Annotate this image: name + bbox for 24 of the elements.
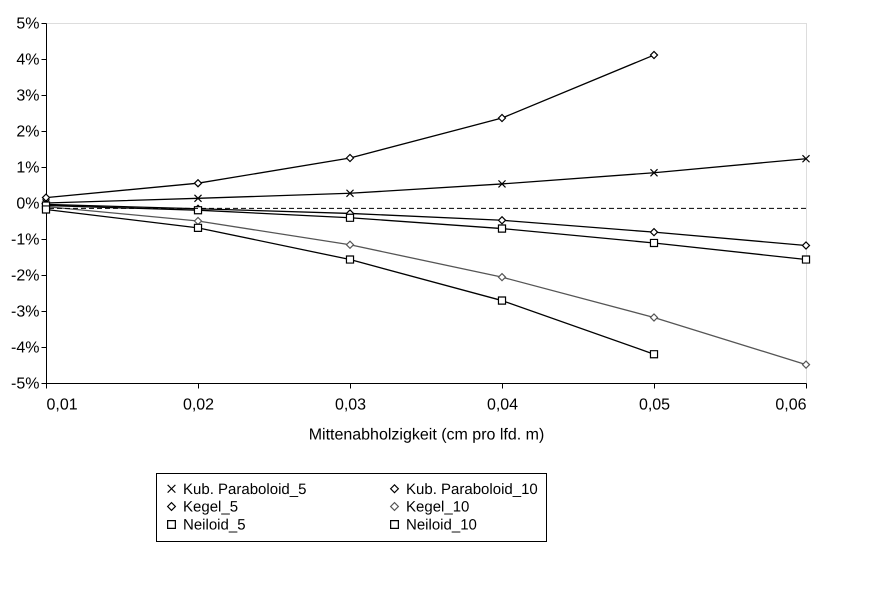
y-tick-label: 1% xyxy=(16,160,40,176)
legend-label: Kegel_5 xyxy=(183,498,238,516)
legend-label: Kub. Paraboloid_10 xyxy=(406,480,538,498)
y-tick-label: -3% xyxy=(11,304,40,320)
x-tick-label: 0,01 xyxy=(46,396,78,414)
y-tick-label: 0% xyxy=(16,196,40,212)
y-tick-label: 4% xyxy=(16,52,40,68)
x-axis-title: Mittenabholzigkeit (cm pro lfd. m) xyxy=(308,426,544,444)
y-tick-label: -5% xyxy=(11,376,40,392)
legend-label: Neiloid_5 xyxy=(183,516,246,534)
x-tick-label: 0,05 xyxy=(638,396,670,414)
x-tick-label: 0,03 xyxy=(334,396,366,414)
legend-label: Kegel_10 xyxy=(406,498,470,516)
y-tick-label: 2% xyxy=(16,124,40,140)
legend-label: Neiloid_10 xyxy=(406,516,477,534)
y-tick-label: -2% xyxy=(11,268,40,284)
legend-label: Kub. Paraboloid_5 xyxy=(183,480,306,498)
x-tick-label: 0,06 xyxy=(775,396,807,414)
y-tick-label: 3% xyxy=(16,88,40,104)
y-tick-label: -1% xyxy=(11,232,40,248)
x-tick-label: 0,04 xyxy=(486,396,518,414)
y-tick-label: 5% xyxy=(16,16,40,32)
y-tick-label: -4% xyxy=(11,340,40,356)
x-tick-label: 0,02 xyxy=(182,396,214,414)
